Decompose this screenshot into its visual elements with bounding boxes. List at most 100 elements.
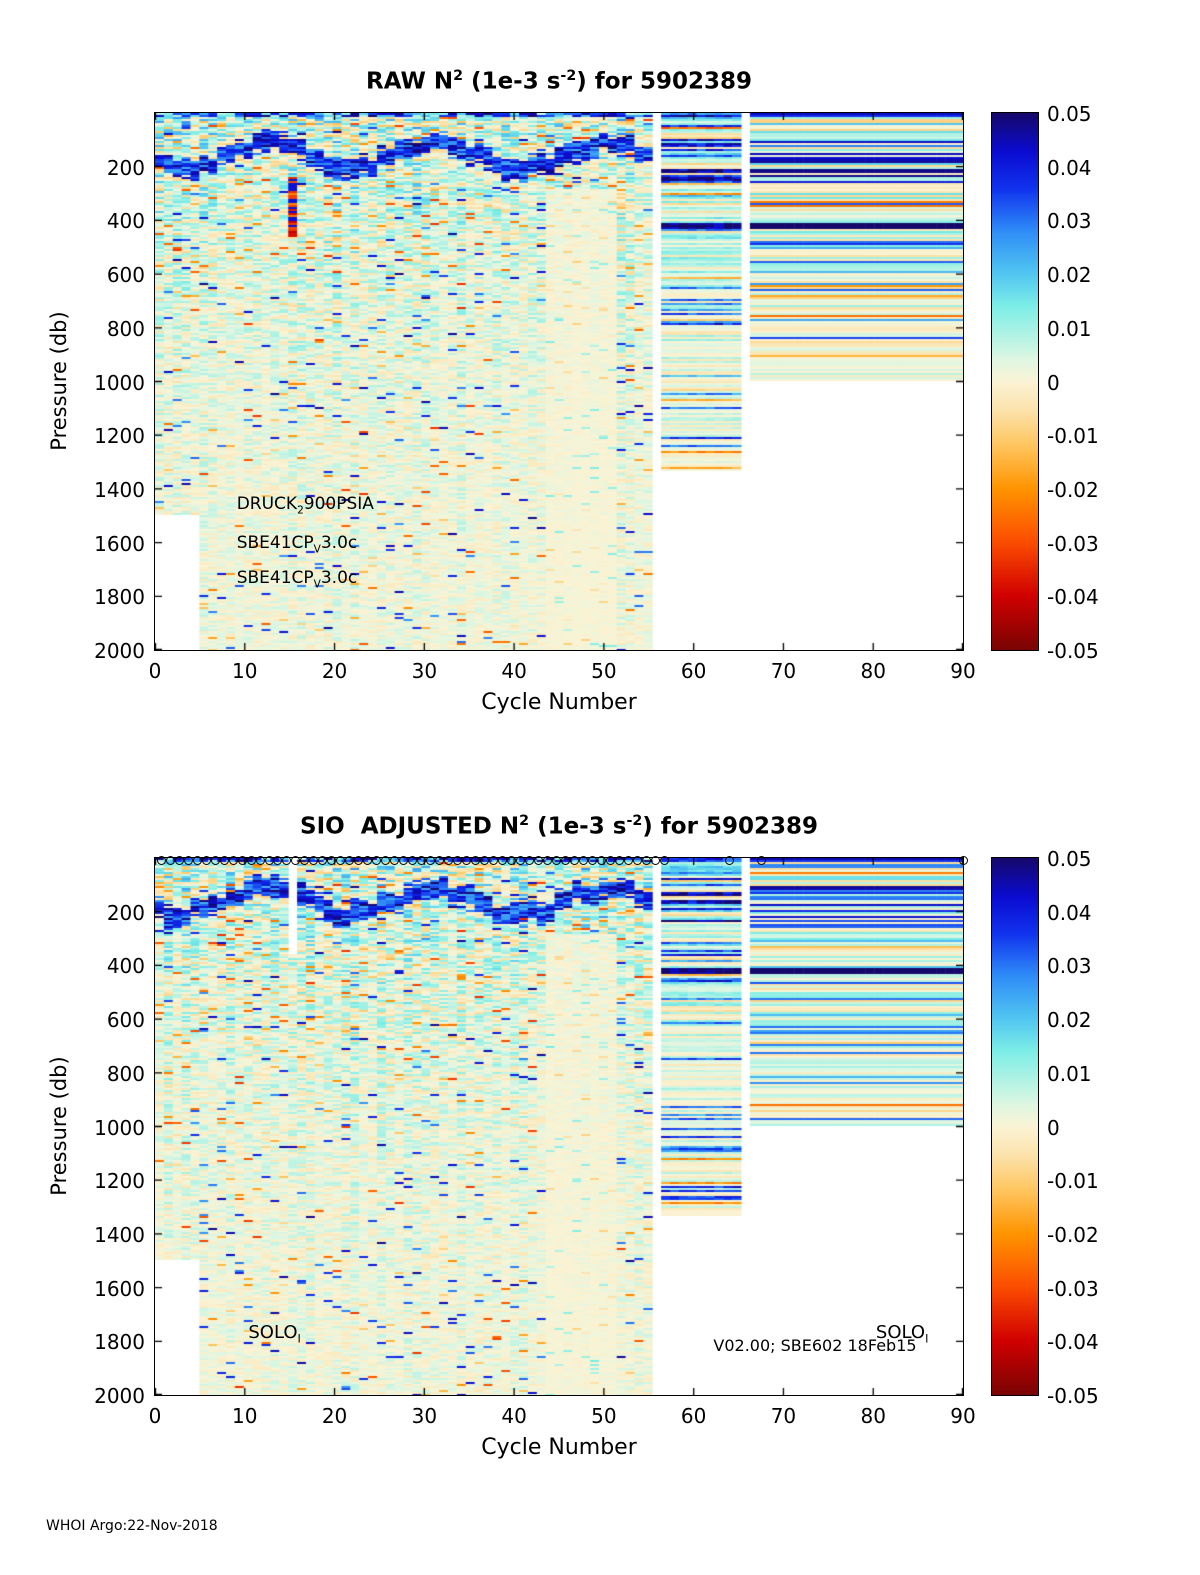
colorbar-tick-label: -0.05 [1047, 639, 1099, 663]
x-tick-label: 20 [321, 1404, 348, 1428]
colorbar-tick-label: 0.02 [1047, 263, 1092, 288]
profile-marker-icon [273, 856, 283, 865]
y-tick-label: 1400 [94, 1222, 145, 1247]
colorbar-tick-label: 0.02 [1047, 1008, 1092, 1033]
colorbar-tick-label: 0.01 [1047, 316, 1092, 341]
y-tick-label: 1400 [94, 477, 145, 502]
text-part: SBE41CP [236, 532, 314, 553]
profile-marker-icon [354, 856, 364, 865]
x-axis-label: Cycle Number [481, 1435, 637, 1460]
text-part: SOLO [248, 1321, 298, 1343]
heatmap-adjusted [154, 857, 964, 1396]
profile-marker-icon [551, 856, 561, 865]
profile-marker-icon [444, 856, 454, 865]
profile-marker-icon [506, 856, 516, 865]
text-part: 900PSIA [303, 493, 374, 514]
text-part: SBE41CP [236, 567, 314, 588]
y-tick-label: 1200 [94, 424, 145, 449]
text-part: RAW N [366, 68, 454, 95]
y-tick-label: 200 [106, 155, 145, 180]
profile-marker-icon [255, 856, 265, 865]
text-part: SOLO [875, 1321, 926, 1343]
profile-marker-icon [192, 856, 202, 865]
annotation-text: DRUCK2900PSIA [237, 494, 374, 516]
profile-marker-icon [623, 856, 633, 865]
colorbar-tick-label: 0.01 [1047, 1061, 1092, 1086]
profile-marker-icon [183, 856, 193, 865]
profile-marker-icon [399, 856, 409, 865]
profile-marker-icon [264, 856, 274, 865]
profile-marker-icon [291, 856, 301, 865]
y-tick-label: 200 [106, 900, 145, 925]
profile-marker-icon [417, 856, 427, 865]
colorbar-tick-label: -0.05 [1047, 1384, 1099, 1408]
x-tick-label: 50 [591, 1404, 617, 1428]
y-tick-label: 600 [106, 1008, 145, 1033]
text-part: ) for 5902389 [576, 68, 752, 95]
annotation-text: SOLOI [248, 1322, 300, 1346]
y-tick-label: 2000 [94, 639, 145, 663]
profile-marker-icon [569, 856, 579, 865]
profile-marker-icon [560, 856, 570, 865]
subscript: V [313, 543, 321, 556]
profile-marker-icon [632, 856, 642, 865]
colorbar-tick-label: 0 [1047, 1115, 1060, 1140]
profile-marker-icon [587, 856, 597, 865]
profile-marker-icon [210, 856, 220, 865]
panel-adjusted: SIO ADJUSTED N2 (1e-3 s-2) for 5902389 P… [0, 745, 1200, 1490]
heatmap-raw [154, 112, 964, 651]
profile-marker-icon [756, 856, 766, 865]
colorbar-tick-label: -0.04 [1047, 1330, 1099, 1355]
x-tick-label: 80 [860, 1404, 886, 1428]
profile-marker-icon [165, 856, 175, 865]
colorbar-tick-label: -0.02 [1047, 1222, 1099, 1247]
x-tick-label: 70 [770, 1404, 797, 1428]
text-part: (1e-3 s [529, 813, 627, 840]
superscript: 2 [519, 813, 530, 829]
profile-marker-icon [524, 856, 534, 865]
colorbar-tick-label: 0.03 [1047, 954, 1092, 979]
profile-marker-icon [659, 856, 669, 865]
profile-marker-icon [174, 856, 184, 865]
profile-marker-icon [300, 856, 310, 865]
profile-marker-icon [390, 856, 400, 865]
profile-marker-icon [237, 856, 247, 865]
footer-timestamp: WHOI Argo:22-Nov-2018 [46, 1518, 218, 1534]
x-tick-label: 0 [148, 1404, 162, 1428]
colorbar-tick-label: -0.03 [1047, 531, 1099, 556]
y-tick-label: 1800 [94, 585, 145, 610]
profile-marker-icon [471, 856, 480, 865]
profile-marker-icon [578, 856, 588, 865]
subscript: I [925, 1332, 929, 1346]
profile-marker-icon [453, 856, 463, 865]
profile-marker-icon [650, 856, 660, 865]
y-tick-label: 1600 [94, 1276, 145, 1301]
colorbar-tick-label: 0.05 [1047, 847, 1092, 871]
panel-adjusted-title: SIO ADJUSTED N2 (1e-3 s-2) for 5902389 [155, 813, 963, 840]
y-tick-label: 600 [106, 263, 145, 288]
profile-marker-icon [282, 856, 292, 865]
text-part: DRUCK [236, 493, 298, 514]
profile-marker-icon [725, 856, 735, 865]
colorbar-tick-label: -0.04 [1047, 585, 1099, 610]
profile-marker-icon [497, 856, 507, 865]
profile-marker-icon [488, 856, 498, 865]
profile-marker-icon [641, 856, 651, 865]
x-axis-label: Cycle Number [481, 690, 637, 715]
x-tick-label: 70 [770, 659, 797, 683]
colorbar-tick-label: -0.01 [1047, 1169, 1099, 1194]
colorbar-tick-label: 0.03 [1047, 209, 1092, 234]
subscript: I [297, 1332, 301, 1346]
text-part: 3.0c [320, 567, 358, 588]
profile-marker-icon [201, 856, 211, 865]
profile-marker-icon [309, 856, 319, 865]
profile-marker-icon [318, 856, 328, 865]
superscript: 2 [453, 68, 464, 84]
x-tick-label: 10 [232, 659, 258, 683]
subscript: V [313, 578, 321, 591]
profile-marker-icon [372, 856, 382, 865]
y-tick-label: 800 [106, 1061, 145, 1086]
text-part: SIO ADJUSTED N [300, 813, 520, 840]
annotation-text: SBE41CPV3.0c [237, 568, 358, 590]
y-tick-label: 1200 [94, 1169, 145, 1194]
